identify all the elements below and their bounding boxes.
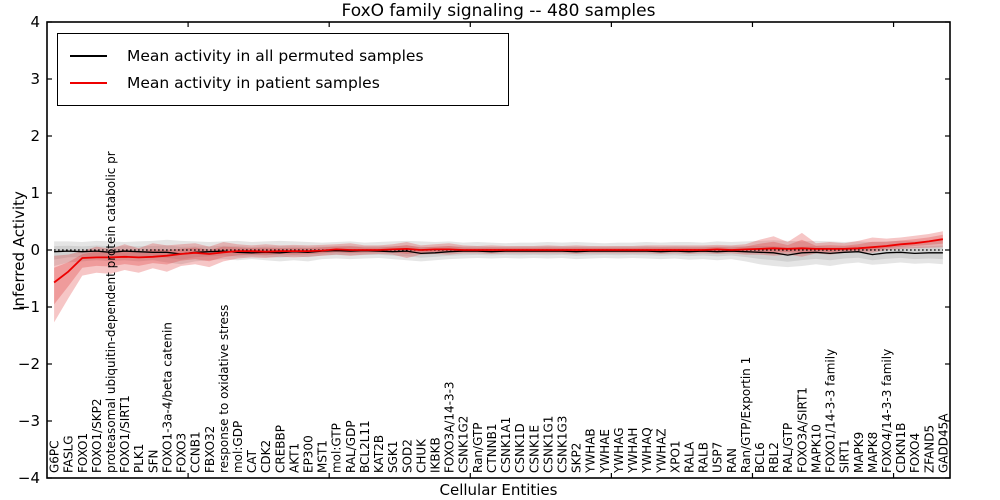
x-tick-label: CSNK1G3 xyxy=(555,416,569,473)
x-tick-label: CSNK1D xyxy=(513,423,527,473)
x-tick-label: USP7 xyxy=(711,442,725,473)
x-tick-label: FOXO3A/SIRT1 xyxy=(795,387,809,473)
x-tick-label: PLK1 xyxy=(132,444,146,473)
x-tick-label: FOXO4 xyxy=(908,433,922,473)
mean-lines xyxy=(53,238,944,284)
x-tick-label: RBL2 xyxy=(767,442,781,473)
patient-line-swatch xyxy=(70,81,107,84)
y-tick-label: −2 xyxy=(18,355,40,373)
x-tick-label: CREBBP xyxy=(273,425,287,473)
permuted-mean-line xyxy=(54,249,943,256)
confidence-bands xyxy=(54,231,943,323)
x-tick-label: RALA xyxy=(682,441,696,473)
x-tick-label: SFN xyxy=(146,450,160,474)
x-tick-label: CSNK1G2 xyxy=(457,416,471,473)
legend: Mean activity in all permuted samples Me… xyxy=(57,33,509,106)
x-tick-label: FOXO3A/14-3-3 xyxy=(443,381,457,473)
x-tick-label: SKP2 xyxy=(570,443,584,473)
legend-item-permuted: Mean activity in all permuted samples xyxy=(68,42,498,69)
x-tick-label: FOXO1/14-3-3 family xyxy=(824,349,838,473)
x-tick-label: YWHAE xyxy=(598,429,612,474)
x-tick-label: mol:GDP xyxy=(231,421,245,473)
x-tick-label: AKT1 xyxy=(287,443,301,473)
x-tick-label: CDK2 xyxy=(259,440,273,473)
legend-label: Mean activity in all permuted samples xyxy=(127,46,424,65)
patient-band-outer xyxy=(54,231,943,323)
x-tick-label: CSNK1E xyxy=(527,425,541,473)
permuted-line-swatch xyxy=(70,54,107,57)
x-tick-label: CSNK1G1 xyxy=(541,416,555,473)
x-axis-label: Cellular Entities xyxy=(439,481,558,499)
x-tick-label: EP300 xyxy=(302,435,316,473)
x-tick-label: RAN xyxy=(725,448,739,473)
x-tick-label: CTNNB1 xyxy=(485,423,499,473)
x-tick-label: RAL/GTP xyxy=(781,423,795,473)
legend-label: Mean activity in patient samples xyxy=(127,73,380,92)
x-tick-label: MAPK8 xyxy=(866,432,880,473)
x-tick-label: ZFAND5 xyxy=(922,425,936,473)
x-tick-label: IKBKB xyxy=(429,437,443,473)
x-category-labels: G6PC FASLG FOXO1 FOXO1/SKP2 proteasomal ubiq… xyxy=(48,151,951,474)
y-tick-labels: −4 −3 −2 −1 0 1 2 3 4 xyxy=(18,13,40,487)
x-tick-label: BCL6 xyxy=(753,442,767,473)
plot-border xyxy=(46,21,951,479)
x-tick-label: RALB xyxy=(697,442,711,473)
x-tick-label: FOXO1 xyxy=(76,433,90,473)
x-tick-label: KAT2B xyxy=(372,435,386,473)
y-tick-label: 4 xyxy=(30,13,40,31)
x-tick-label: Ran/GTP/Exportin 1 xyxy=(739,357,753,473)
y-tick-label: 3 xyxy=(30,70,40,88)
x-tick-label: YWHAB xyxy=(584,428,598,474)
x-tick-label: CCNB1 xyxy=(189,431,203,473)
x-tick-label: FOXO1/SIRT1 xyxy=(118,395,132,473)
x-tick-label: CAT xyxy=(245,449,259,473)
permuted-band-outer xyxy=(54,239,943,268)
x-tick-label: YWHAG xyxy=(612,427,626,474)
x-tick-label: GADD45A xyxy=(936,413,950,473)
x-tick-label: G6PC xyxy=(48,440,62,473)
y-tick-label: 2 xyxy=(30,127,40,145)
x-tick-label: FBXO32 xyxy=(203,426,217,473)
x-tick-label: MST1 xyxy=(316,440,330,473)
x-tick-label: FOXO1/SKP2 xyxy=(90,398,104,473)
x-tick-label: YWHAQ xyxy=(640,427,654,474)
legend-item-patient: Mean activity in patient samples xyxy=(68,69,498,96)
x-tick-label: RAL/GDP xyxy=(344,420,358,473)
y-tick-label: −1 xyxy=(18,298,40,316)
x-tick-label: YWHAH xyxy=(626,428,640,474)
x-tick-label: SOD2 xyxy=(400,439,414,473)
x-tick-label: SGK1 xyxy=(386,441,400,473)
y-axis-label: Inferred Activity xyxy=(10,191,28,311)
y-tick-label: 0 xyxy=(30,241,40,259)
x-tick-label: CDKN1B xyxy=(894,423,908,473)
x-tick-label: CHUK xyxy=(414,438,428,473)
x-tick-label: FOXO1-3a-4/beta catenin xyxy=(160,322,174,473)
x-tick-label: MAPK10 xyxy=(809,424,823,473)
x-tick-label: FASLG xyxy=(62,435,76,473)
x-tick-label: XPO1 xyxy=(668,440,682,473)
x-tick-label: BCL2L11 xyxy=(358,420,372,473)
x-tick-label: YWHAZ xyxy=(654,428,668,474)
y-tick-label: 1 xyxy=(30,184,40,202)
x-tick-label: proteasomal ubiquitin-dependent protein … xyxy=(104,151,118,473)
patient-mean-line xyxy=(53,238,944,284)
y-tick-label: −4 xyxy=(18,469,40,487)
x-tick-label: FOXO4/14-3-3 family xyxy=(880,349,894,473)
x-tick-label: FOXO3 xyxy=(175,433,189,473)
y-tick-label: −3 xyxy=(18,412,40,430)
x-tick-label: MAPK9 xyxy=(852,432,866,473)
x-tick-label: SIRT1 xyxy=(838,439,852,473)
x-tick-label: Ran/GTP xyxy=(471,422,485,473)
x-tick-label: response to oxidative stress xyxy=(217,305,231,473)
x-tick-label: CSNK1A1 xyxy=(499,417,513,473)
x-tick-label: mol:GTP xyxy=(330,423,344,473)
figure-title: FoxO family signaling -- 480 samples xyxy=(341,1,656,21)
